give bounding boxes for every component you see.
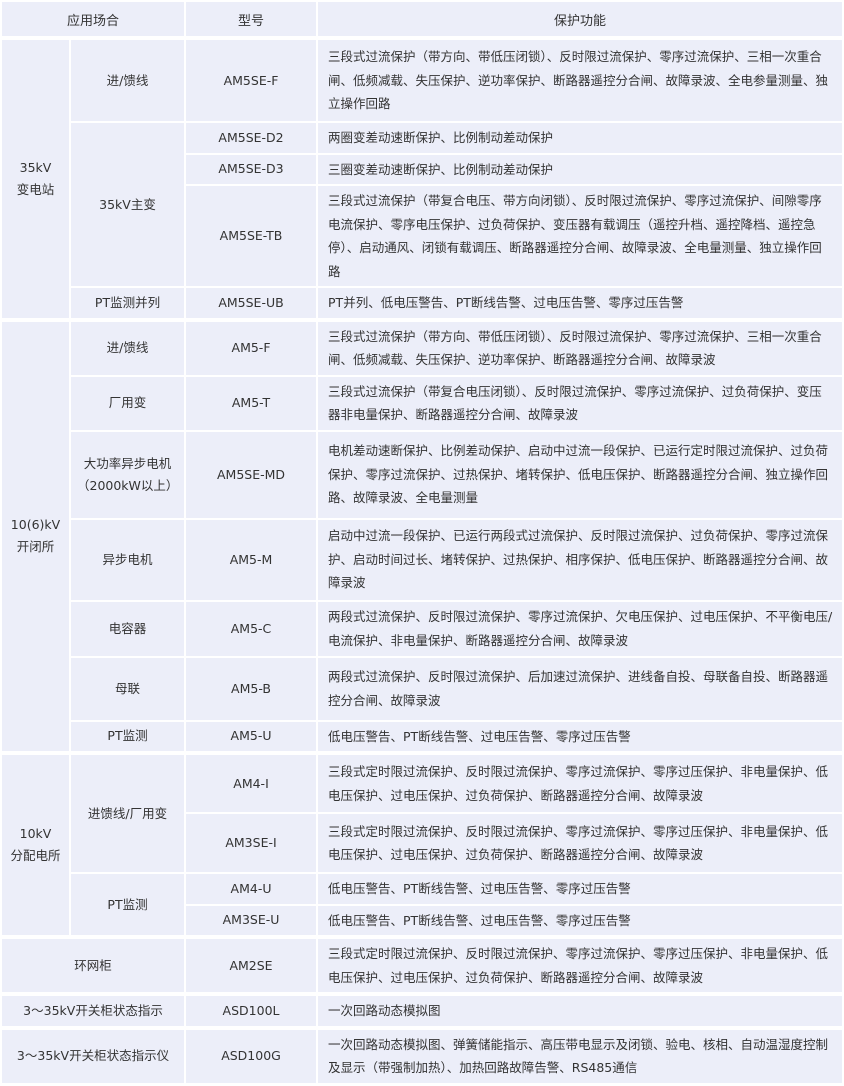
model-cell: AM5SE-D2 — [184, 121, 319, 155]
table-row: 环网柜 AM2SE 三段式定时限过流保护、反时限过流保护、零序过流保护、零序过压… — [0, 935, 844, 995]
model-cell: AM5SE-MD — [184, 429, 319, 520]
header-application: 应用场合 — [0, 0, 187, 39]
table-row: 35kV主变 AM5SE-D2 两圈变差动速断保护、比例制动差动保护 — [1, 121, 844, 288]
functions-cell: 低电压警告、PT断线告警、过电压告警、零序过压告警 — [316, 872, 844, 906]
functions-cell: 两段式过流保护、反时限过流保护、零序过流保护、欠电压保护、过电压保护、不平衡电压… — [316, 599, 844, 658]
functions-cell: 两圈变差动速断保护、比例制动差动保护 — [316, 121, 844, 155]
functions-cell: 电机差动速断保护、比例差动保护、启动中过流一段保护、已运行定时限过流保护、过负荷… — [316, 429, 844, 520]
functions-cell: 一次回路动态模拟图 — [316, 992, 844, 1029]
application-name: 电容器 — [68, 599, 187, 658]
model-cell: AM5-B — [184, 655, 319, 722]
model-cell: AM5-M — [184, 517, 319, 602]
model-cell: AM4-I — [184, 751, 319, 814]
functions-cell: 三段式过流保护（带复合电压、带方向闭锁）、反时限过流保护、零序过流保护、间隙零序… — [316, 184, 844, 288]
table-row: 异步电机 AM5-M 启动中过流一段保护、已运行两段式过流保护、反时限过流保护、过负… — [1, 517, 844, 602]
table-row: 母联 AM5-B 两段式过流保护、反时限过流保护、后加速过流保护、进线备自投、母联备… — [1, 655, 844, 722]
application-name: 3～35kV开关柜状态指示仪 — [0, 1025, 187, 1085]
functions-cell: 三段式定时限过流保护、反时限过流保护、零序过流保护、零序过压保护、非电量保护、低… — [316, 935, 844, 995]
table-row: AM3SE-I 三段式定时限过流保护、反时限过流保护、零序过流保护、零序过压保护、… — [1, 812, 844, 874]
table-row: 大功率异步电机（2000kW以上） AM5SE-MD 电机差动速断保护、比例差动保护… — [1, 429, 844, 520]
application-name: 进/馈线 — [68, 317, 187, 377]
table-row: PT监测 AM5-U 低电压警告、PT断线告警、过电压告警、零序过压告警 — [1, 719, 844, 754]
functions-cell: 两段式过流保护、反时限过流保护、后加速过流保护、进线备自投、母联备自投、断路器遥… — [316, 655, 844, 722]
application-name: 环网柜 — [0, 935, 187, 995]
model-cell: AM5SE-F — [184, 36, 319, 123]
functions-cell: 低电压警告、PT断线告警、过电压告警、零序过压告警 — [316, 903, 844, 938]
model-cell: AM4-U — [184, 872, 319, 906]
table-row: AM5SE-TB 三段式过流保护（带复合电压、带方向闭锁）、反时限过流保护、零序过… — [1, 184, 844, 288]
application-name: 异步电机 — [68, 517, 187, 602]
model-cell: ASD100L — [184, 992, 319, 1029]
functions-cell: 三段式过流保护（带方向、带低压闭锁）、反时限过流保护、零序过流保护、三相一次重合… — [316, 317, 844, 377]
functions-cell: 三段式定时限过流保护、反时限过流保护、零序过流保护、零序过压保护、非电量保护、低… — [316, 751, 844, 814]
application-name: 35kV主变 — [68, 121, 187, 288]
functions-cell: 三段式过流保护（带方向、带低压闭锁）、反时限过流保护、零序过流保护、三相一次重合… — [316, 36, 844, 123]
application-name: PT监测 — [68, 719, 187, 754]
application-name: 进/馈线 — [68, 36, 187, 123]
application-name: 3～35kV开关柜状态指示 — [0, 992, 187, 1029]
functions-cell: 三圈变差动速断保护、比例制动差动保护 — [316, 152, 844, 186]
application-name: PT监测 — [68, 872, 187, 938]
table-row: 10(6)kV 开闭所 进/馈线 AM5-F 三段式过流保护（带方向、带低压闭锁）、反… — [0, 317, 844, 754]
functions-cell: 低电压警告、PT断线告警、过电压告警、零序过压告警 — [316, 719, 844, 754]
model-cell: AM5SE-D3 — [184, 152, 319, 186]
model-cell: AM3SE-U — [184, 903, 319, 938]
application-name: PT监测并列 — [68, 286, 187, 321]
table-row: 电容器 AM5-C 两段式过流保护、反时限过流保护、零序过流保护、欠电压保护、过电压… — [1, 599, 844, 658]
model-cell: AM5SE-TB — [184, 184, 319, 288]
model-cell: AM5-F — [184, 317, 319, 377]
table-row: 厂用变 AM5-T 三段式过流保护（带复合电压闭锁）、反时限过流保护、零序过流保护、… — [1, 374, 844, 432]
table-row: 10kV 分配电所 进馈线/厂用变 AM4-I 三段式定时限过流保护、反时限过流保护、… — [0, 751, 844, 938]
functions-cell: PT并列、低电压警告、PT断线告警、过电压告警、零序过压告警 — [316, 286, 844, 321]
header-function: 保护功能 — [316, 0, 844, 39]
table-row: PT监测并列 AM5SE-UB PT并列、低电压警告、PT断线告警、过电压告警、零序… — [1, 286, 844, 321]
table-row: 35kV 变电站 进/馈线 AM5SE-F 三段式过流保护（带方向、带低压闭锁）、反时… — [0, 36, 844, 321]
application-name: 大功率异步电机（2000kW以上） — [68, 429, 187, 520]
table-row: AM3SE-U 低电压警告、PT断线告警、过电压告警、零序过压告警 — [1, 903, 844, 938]
section-name: 35kV 变电站 — [0, 36, 71, 321]
table-row: 3～35kV开关柜状态指示仪 ASD100G 一次回路动态模拟图、弹簧储能指示、… — [0, 1025, 844, 1085]
section-name: 10kV 分配电所 — [0, 751, 71, 938]
functions-cell: 一次回路动态模拟图、弹簧储能指示、高压带电显示及闭锁、验电、核相、自动温湿度控制… — [316, 1025, 844, 1085]
model-cell: AM3SE-I — [184, 812, 319, 874]
model-cell: AM5-T — [184, 374, 319, 432]
model-cell: AM5-C — [184, 599, 319, 658]
functions-cell: 三段式过流保护（带复合电压闭锁）、反时限过流保护、零序过流保护、过负荷保护、变压… — [316, 374, 844, 432]
table-header-row: 应用场合 型号 保护功能 — [0, 0, 844, 39]
functions-cell: 三段式定时限过流保护、反时限过流保护、零序过流保护、零序过压保护、非电量保护、低… — [316, 812, 844, 874]
application-name: 母联 — [68, 655, 187, 722]
header-model: 型号 — [184, 0, 319, 39]
table-row: 3～35kV开关柜状态指示 ASD100L 一次回路动态模拟图 — [0, 992, 844, 1029]
model-cell: AM5SE-UB — [184, 286, 319, 321]
model-cell: AM5-U — [184, 719, 319, 754]
model-cell: ASD100G — [184, 1025, 319, 1085]
section-name: 10(6)kV 开闭所 — [0, 317, 71, 754]
model-cell: AM2SE — [184, 935, 319, 995]
table-row: PT监测 AM4-U 低电压警告、PT断线告警、过电压告警、零序过压告警 — [1, 872, 844, 938]
application-name: 进馈线/厂用变 — [68, 751, 187, 874]
application-name: 厂用变 — [68, 374, 187, 432]
functions-cell: 启动中过流一段保护、已运行两段式过流保护、反时限过流保护、过负荷保护、零序过流保… — [316, 517, 844, 602]
